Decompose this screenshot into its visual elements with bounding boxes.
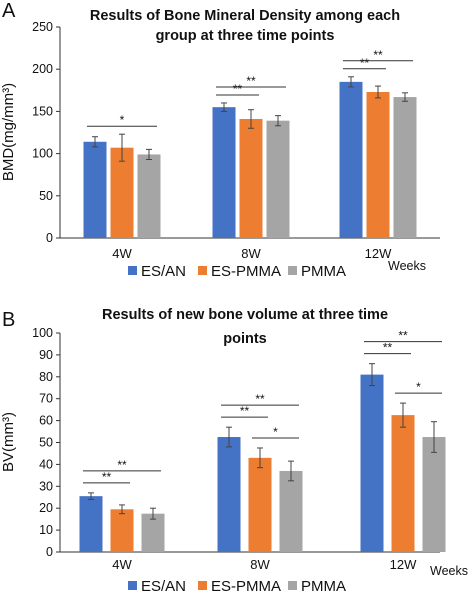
bar-es-an-8w xyxy=(212,107,236,239)
y-tick-label: 100 xyxy=(32,326,53,340)
bar-es-an-12w xyxy=(339,81,363,238)
bar-es-an-8w xyxy=(217,437,241,552)
y-tick-label: 20 xyxy=(39,501,53,515)
legend-swatch xyxy=(128,581,137,590)
legend-swatch xyxy=(128,266,137,275)
legend-label: ES/AN xyxy=(141,263,186,280)
y-axis-label: BV(mm³) xyxy=(0,412,17,472)
x-category-label: 8W xyxy=(241,246,261,261)
significance-label: ** xyxy=(240,404,250,418)
significance-label: * xyxy=(416,380,421,394)
y-tick-label: 0 xyxy=(46,545,53,559)
y-tick-label: 60 xyxy=(39,414,53,428)
panel-label: A xyxy=(2,0,16,22)
x-category-label: 4W xyxy=(112,246,132,261)
chart-title-line: group at three time points xyxy=(156,28,335,44)
y-tick-label: 40 xyxy=(39,457,53,471)
significance-label: * xyxy=(273,425,278,439)
y-tick-label: 150 xyxy=(32,104,53,118)
chart-title: Results of new bone volume at three time… xyxy=(102,307,388,347)
significance-label: ** xyxy=(117,458,127,472)
bar-pmma-4w xyxy=(141,513,165,552)
bar-es-pmma-4w xyxy=(110,147,134,238)
bar-es-an-12w xyxy=(360,374,384,552)
chart-panel-b: B Results of new bone volume at three tim… xyxy=(0,307,468,594)
legend-label: ES-PMMA xyxy=(211,263,281,280)
y-tick-label: 50 xyxy=(39,436,53,450)
legend-swatch xyxy=(198,266,207,275)
bar-es-an-4w xyxy=(79,496,103,552)
y-tick-label: 50 xyxy=(39,189,53,203)
y-tick-label: 250 xyxy=(32,20,53,34)
significance-label: ** xyxy=(398,329,408,343)
legend-swatch xyxy=(198,581,207,590)
legend-label: PMMA xyxy=(301,263,346,280)
significance-label: ** xyxy=(233,82,243,96)
x-axis-label: Weeks xyxy=(388,259,426,273)
bar-pmma-8w xyxy=(266,120,290,238)
bar-pmma-12w xyxy=(393,97,417,238)
legend-label: ES-PMMA xyxy=(211,578,281,594)
bar-es-pmma-4w xyxy=(110,509,134,552)
y-tick-label: 200 xyxy=(32,62,53,76)
legend-swatch xyxy=(288,581,297,590)
x-axis-label: Weeks xyxy=(430,564,468,578)
x-category-label: 12W xyxy=(390,557,417,572)
bar-es-pmma-8w xyxy=(239,118,263,238)
y-axis-label: BMD(mg/mm³) xyxy=(0,83,17,181)
significance-label: ** xyxy=(102,470,112,484)
y-tick-label: 100 xyxy=(32,147,53,161)
legend-label: ES/AN xyxy=(141,578,186,594)
significance-label: ** xyxy=(383,341,393,355)
x-category-label: 12W xyxy=(365,246,392,261)
bar-es-pmma-12w xyxy=(391,415,415,552)
y-tick-label: 10 xyxy=(39,523,53,537)
chart-title-line: points xyxy=(223,331,267,347)
y-tick-label: 30 xyxy=(39,479,53,493)
significance-label: ** xyxy=(246,74,256,88)
x-category-label: 8W xyxy=(250,557,270,572)
bar-pmma-8w xyxy=(279,470,303,552)
bar-es-pmma-12w xyxy=(366,91,390,238)
significance-label: ** xyxy=(373,48,383,62)
y-tick-label: 90 xyxy=(39,348,53,362)
y-tick-label: 70 xyxy=(39,392,53,406)
significance-label: ** xyxy=(360,56,370,70)
bar-pmma-4w xyxy=(137,154,161,238)
bar-es-an-4w xyxy=(83,141,107,238)
significance-label: * xyxy=(120,113,125,127)
legend-swatch xyxy=(288,266,297,275)
chart-panel-a: A Results of Bone Mineral Density among e… xyxy=(0,0,440,280)
bar-pmma-12w xyxy=(422,437,446,552)
chart-title-line: Results of Bone Mineral Density among ea… xyxy=(90,8,400,24)
legend-label: PMMA xyxy=(301,578,346,594)
y-tick-label: 0 xyxy=(46,231,53,245)
chart-title-line: Results of new bone volume at three time xyxy=(102,307,388,323)
bar-es-pmma-8w xyxy=(248,457,272,552)
y-tick-label: 80 xyxy=(39,370,53,384)
chart-title: Results of Bone Mineral Density among ea… xyxy=(90,8,400,44)
panel-label: B xyxy=(2,309,15,331)
x-category-label: 4W xyxy=(112,557,132,572)
significance-label: ** xyxy=(255,392,265,406)
